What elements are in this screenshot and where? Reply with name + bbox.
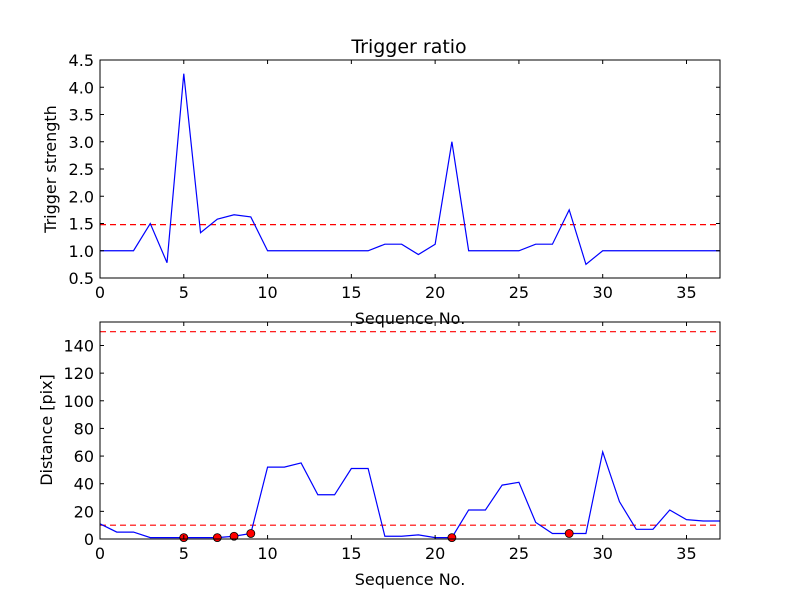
series-line — [100, 73, 720, 266]
x-tick-label: 15 — [341, 544, 361, 563]
axis-ticks: 0 5 10 15 20 25 30 35 0 20 40 60 80 100 120 140 — [63, 322, 720, 563]
plot-frame — [99, 59, 721, 279]
data-point-marker — [246, 529, 256, 538]
y-tick-label: 120 — [63, 364, 94, 383]
y-axis-label: Distance [pix] — [37, 374, 56, 486]
x-tick-label: 0 — [95, 283, 105, 302]
x-tick-label: 35 — [676, 544, 696, 563]
y-tick-label: 1.5 — [69, 215, 94, 234]
x-tick-label: 5 — [179, 544, 189, 563]
x-tick-label: 10 — [257, 283, 277, 302]
chart-panel-distance: 0 5 10 15 20 25 30 35 0 20 40 60 80 100 120 140 Sequenc… — [37, 321, 721, 589]
axis-ticks: 0 5 10 15 20 25 30 35 0.5 1.0 1.5 2.0 2.5 3.0 3.5 4.0 4.… — [69, 51, 720, 302]
y-tick-label: 2.0 — [69, 187, 94, 206]
y-tick-label: 3.0 — [69, 133, 94, 152]
chart-panel-trigger-ratio: Trigger ratio 0 5 10 15 20 25 30 35 0.5 1.0 1.5 2.0… — [41, 36, 721, 328]
y-tick-label: 60 — [74, 447, 94, 466]
y-tick-label: 4.0 — [69, 78, 94, 97]
chart-title: Trigger ratio — [350, 36, 466, 58]
y-axis-label: Trigger strength — [41, 105, 60, 234]
x-tick-label: 20 — [425, 544, 445, 563]
chart-marks — [99, 331, 720, 543]
data-point-marker — [212, 533, 222, 543]
data-point-marker — [564, 529, 574, 538]
x-tick-label: 30 — [593, 544, 613, 563]
x-tick-label: 15 — [341, 283, 361, 302]
x-axis-label: Sequence No. — [355, 309, 466, 328]
y-tick-label: 4.5 — [69, 51, 94, 70]
plot-frame — [99, 321, 721, 540]
y-tick-label: 140 — [63, 336, 94, 355]
y-tick-label: 1.0 — [69, 242, 94, 261]
y-tick-label: 2.5 — [69, 160, 94, 179]
y-tick-label: 20 — [74, 502, 94, 521]
x-tick-label: 30 — [593, 283, 613, 302]
chart-marks — [100, 73, 720, 266]
data-point-marker — [229, 531, 239, 541]
y-tick-label: 0 — [84, 530, 94, 549]
y-tick-label: 100 — [63, 392, 94, 411]
y-tick-label: 0.5 — [69, 269, 94, 288]
x-tick-label: 20 — [425, 283, 445, 302]
x-tick-label: 0 — [95, 544, 105, 563]
data-point-marker — [447, 533, 457, 543]
x-axis-label: Sequence No. — [355, 570, 466, 589]
series-line — [99, 449, 720, 539]
y-tick-label: 40 — [74, 475, 94, 494]
y-tick-label: 80 — [74, 419, 94, 438]
x-tick-label: 35 — [676, 283, 696, 302]
x-tick-label: 25 — [509, 544, 529, 563]
y-tick-label: 3.5 — [69, 106, 94, 125]
x-tick-label: 10 — [257, 544, 277, 563]
x-tick-label: 5 — [179, 283, 189, 302]
x-tick-label: 25 — [509, 283, 529, 302]
